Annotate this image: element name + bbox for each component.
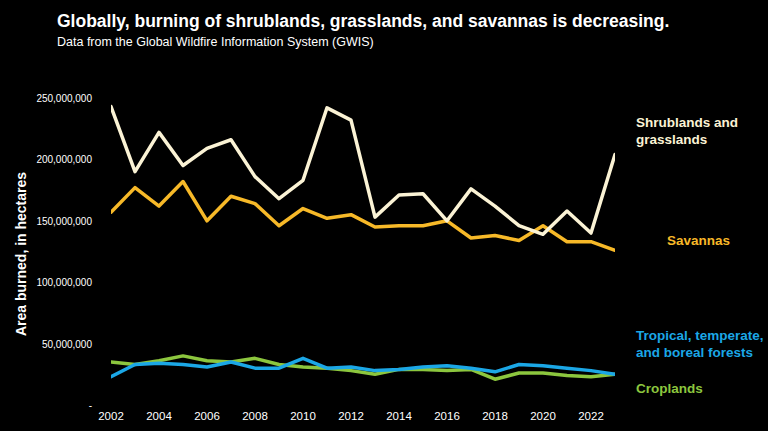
x-tick-label: 2022 bbox=[578, 410, 604, 422]
x-tick-label: 2012 bbox=[338, 410, 364, 422]
y-axis-label: Area burned, in hectares bbox=[13, 172, 29, 336]
series-label: Shrublands and grasslands bbox=[636, 114, 761, 148]
x-tick-label: 2016 bbox=[434, 410, 460, 422]
x-tick-label: 2014 bbox=[386, 410, 412, 422]
series-label: Croplands bbox=[636, 380, 756, 397]
x-tick-label: 2008 bbox=[242, 410, 268, 422]
y-tick-label: - bbox=[89, 400, 92, 411]
subtitle: Data from the Global Wildfire Informatio… bbox=[57, 35, 374, 49]
y-tick-label: 50,000,000 bbox=[42, 339, 92, 350]
x-tick-label: 2018 bbox=[482, 410, 508, 422]
series-line bbox=[111, 356, 615, 379]
y-tick-label: 250,000,000 bbox=[36, 93, 92, 104]
chart: Globally, burning of shrublands, grassla… bbox=[0, 0, 768, 431]
series-line bbox=[111, 107, 615, 235]
x-tick-label: 2020 bbox=[530, 410, 556, 422]
series-label: Tropical, temperate, and boreal forests bbox=[636, 327, 766, 361]
series-line bbox=[111, 182, 615, 251]
x-tick-label: 2006 bbox=[194, 410, 220, 422]
y-tick-label: 200,000,000 bbox=[36, 154, 92, 165]
plot-area bbox=[111, 107, 615, 380]
x-tick-label: 2004 bbox=[146, 410, 172, 422]
series-label: Savannas bbox=[667, 232, 762, 249]
y-tick-label: 100,000,000 bbox=[36, 277, 92, 288]
series-line bbox=[111, 358, 615, 376]
title: Globally, burning of shrublands, grassla… bbox=[57, 11, 669, 31]
y-tick-label: 150,000,000 bbox=[36, 216, 92, 227]
x-tick-label: 2010 bbox=[290, 410, 316, 422]
x-tick-label: 2002 bbox=[98, 410, 124, 422]
